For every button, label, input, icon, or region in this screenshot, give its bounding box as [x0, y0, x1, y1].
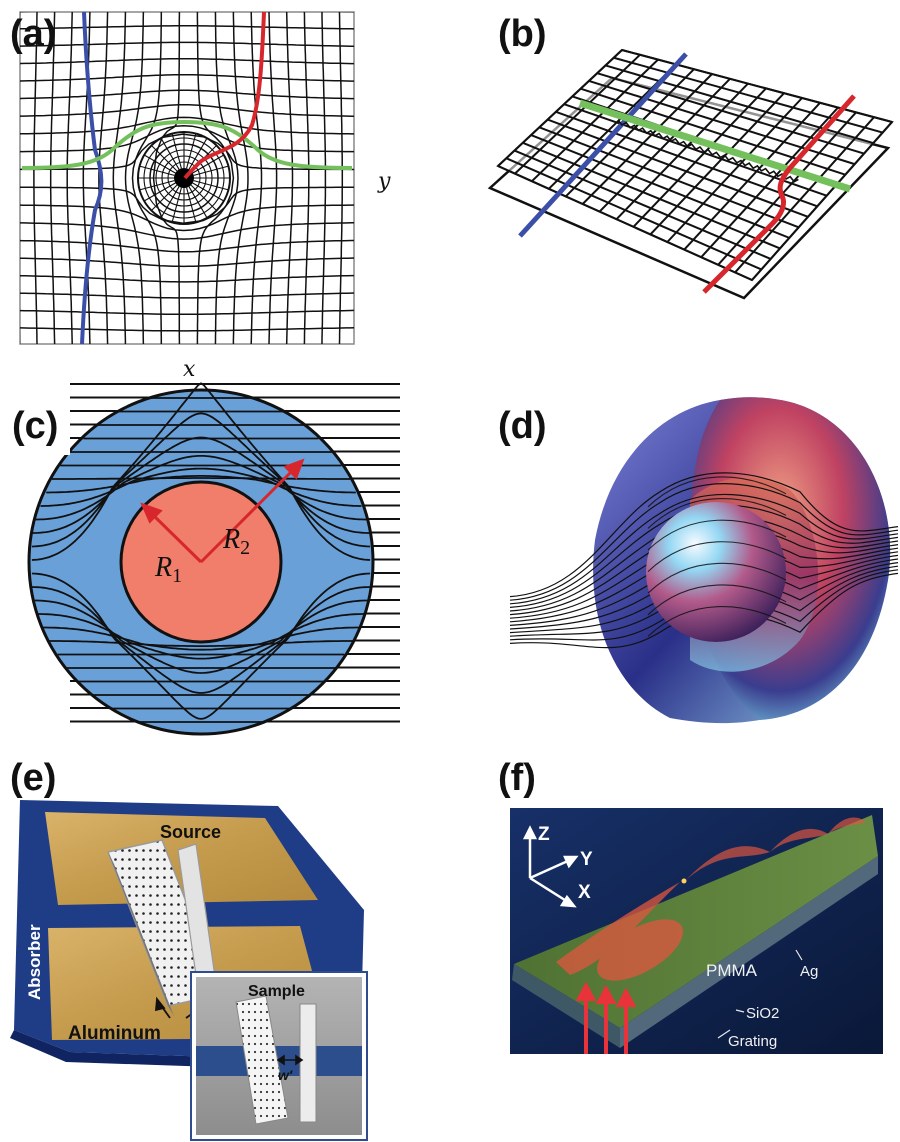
panel-a-red-line [183, 11, 266, 180]
panel-d-label: (d) [498, 405, 547, 447]
panel-f-z-label: Z [538, 824, 550, 845]
panel-a: (a) x y [10, 11, 391, 382]
panel-c-radius-arrows [140, 458, 305, 564]
panel-b-green-line [578, 99, 852, 193]
panel-e-source-label: Source [160, 822, 221, 842]
panel-b-blue-line [518, 52, 688, 238]
panel-c-r1-label: R1 [154, 552, 182, 587]
panel-e-width-arrow [276, 1054, 304, 1066]
panel-c-label-backdrop [0, 395, 70, 455]
panel-a-green-line [21, 119, 353, 170]
panel-e-photo-perforated [235, 995, 289, 1125]
panel-b: (b) [487, 13, 894, 300]
panel-f-input-arrows [575, 981, 637, 1054]
panel-e: Source Absorber Aluminum Sample w' (e) [10, 757, 368, 1141]
panel-a-label: (a) [10, 13, 56, 55]
panel-c-r2-label: R2 [222, 524, 250, 559]
panel-f-axes [522, 825, 579, 908]
panel-c-shell-lines [31, 382, 371, 723]
panel-f-front-face [620, 856, 878, 1048]
panel-f-ag-leader [795, 949, 803, 961]
panel-e-aluminum-label: Aluminum [68, 1023, 161, 1044]
panel-f-ag-label: Ag [800, 963, 818, 980]
panel-a-mesh [20, 12, 354, 344]
panel-f-side-face [512, 964, 620, 1048]
panel-f-beam [556, 817, 866, 981]
panel-b-steps [617, 119, 799, 183]
panel-b-red-line [702, 94, 856, 294]
panel-f-y-label: Y [580, 849, 593, 870]
panel-f-grating-leader [717, 1029, 731, 1039]
panel-d: (d) [498, 397, 899, 724]
panel-a-y-axis-label: y [377, 169, 391, 194]
panel-f-sio2-label: SiO2 [746, 1005, 779, 1022]
panel-f-sio2-leader [735, 1009, 745, 1013]
panel-e-sample-label: Sample [248, 983, 305, 1000]
panel-c: R1 R2 (c) [0, 382, 400, 736]
panel-c-label: (c) [12, 405, 58, 447]
panel-f: Z Y X PMMA Ag SiO2 Grating (f) [498, 757, 883, 1054]
panel-f-x-label: X [578, 882, 591, 903]
panel-a-blue-line [80, 11, 104, 345]
panel-b-label: (b) [498, 13, 547, 55]
panel-e-strip-edge [108, 852, 174, 1016]
panel-a-core [137, 131, 231, 225]
panel-f-focus-spot [681, 878, 687, 884]
panel-e-absorber-label: Absorber [25, 924, 44, 1000]
panel-a-x-axis-label: x [183, 357, 196, 382]
panel-e-photo-solid [299, 1003, 317, 1123]
panel-e-label: (e) [10, 757, 56, 799]
panel-d-field-lines-front [647, 476, 787, 637]
panel-d-core-sphere [646, 502, 786, 642]
panel-f-grating-label: Grating [728, 1033, 777, 1050]
panel-e-width-label: w' [278, 1067, 293, 1083]
panel-f-label: (f) [498, 757, 536, 799]
panel-f-pmma-label: PMMA [706, 961, 758, 980]
panel-b-grid [496, 48, 894, 282]
